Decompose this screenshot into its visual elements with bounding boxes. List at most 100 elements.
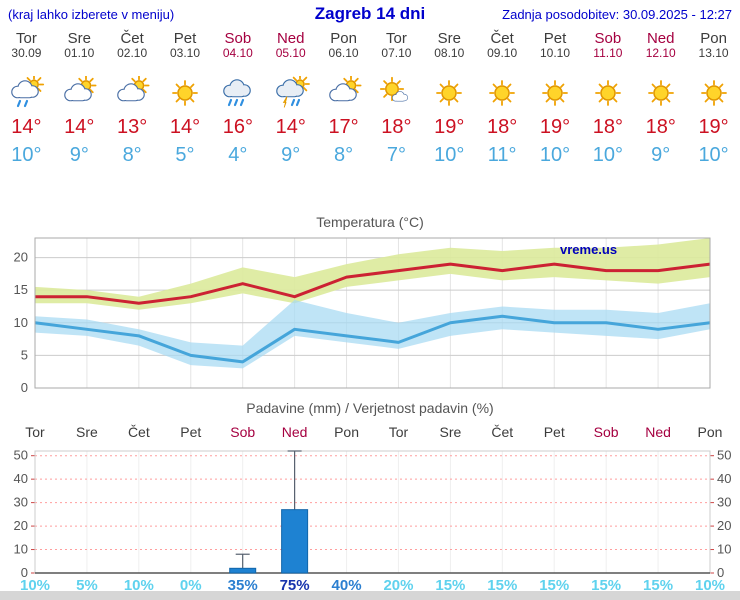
forecast-day-column[interactable]: Pet 03.10 14° 5° xyxy=(159,30,212,166)
tmin-value: 4° xyxy=(228,144,248,166)
svg-text:50: 50 xyxy=(14,448,28,463)
tmin-value: 9° xyxy=(281,144,301,166)
day-date: 03.10 xyxy=(169,46,200,60)
forecast-day-column[interactable]: Sre 08.10 19° 10° xyxy=(423,30,476,166)
day-name: Čet xyxy=(120,30,144,47)
forecast-day-column[interactable]: Ned 12.10 18° 9° xyxy=(634,30,687,166)
sun-shape xyxy=(542,80,568,106)
sunny-icon xyxy=(687,76,740,110)
day-name: Sob xyxy=(224,30,252,47)
forecast-day-column[interactable]: Sre 01.10 14° 9° xyxy=(53,30,106,166)
temperature-chart: 0 5 10 15 20 vreme.us xyxy=(14,237,711,395)
tmin-value: 10° xyxy=(434,144,465,166)
precip-day-label: Čet xyxy=(127,424,150,440)
day-date: 10.10 xyxy=(539,46,570,60)
day-name: Pon xyxy=(700,30,727,47)
forecast-day-column[interactable]: Pet 10.10 19° 10° xyxy=(529,30,582,166)
tmin-value: 10° xyxy=(539,144,571,166)
precip-day-labels: Tor Sre Čet Pet Sob Ned Pon Tor Sre Čet Pet Sob Ned P… xyxy=(0,424,740,442)
pop-value: 0% xyxy=(179,577,202,594)
precip-day-label: Ned xyxy=(645,424,671,440)
tmin-value: 9° xyxy=(651,144,671,166)
thunderstorm-icon xyxy=(264,76,317,110)
tmin-value: 10° xyxy=(592,144,623,166)
tmax-value: 18° xyxy=(592,116,623,138)
location-menu-note[interactable]: (kraj lahko izberete v meniju) xyxy=(8,7,175,22)
footer-strip xyxy=(0,591,740,600)
precip-day-label: Ned xyxy=(281,424,308,440)
forecast-day-column[interactable]: Pon 06.10 17° 8° xyxy=(317,30,370,166)
forecast-day-column[interactable]: Čet 09.10 18° 11° xyxy=(476,30,529,166)
sun-shape xyxy=(436,80,463,106)
pop-value: 15% xyxy=(539,577,570,594)
tmax-line xyxy=(35,262,711,305)
tmin-value: 5° xyxy=(175,144,195,166)
tmax-value: 19° xyxy=(698,116,729,138)
svg-text:0: 0 xyxy=(717,565,724,580)
day-name: Ned xyxy=(276,30,305,47)
day-name: Sre xyxy=(67,30,91,47)
pop-value: 10% xyxy=(694,577,726,594)
day-name: Tor xyxy=(16,30,37,47)
svg-text:40: 40 xyxy=(14,471,28,486)
forecast-day-column[interactable]: Sob 04.10 16° 4° xyxy=(211,30,264,166)
forecast-day-column[interactable]: Tor 07.10 18° 7° xyxy=(370,30,423,166)
page-title: Zagreb 14 dni xyxy=(314,4,426,23)
tmin-value: 7° xyxy=(386,144,406,166)
sunny-icon xyxy=(476,76,529,110)
tmax-value: 16° xyxy=(222,116,253,138)
day-date: 30.09 xyxy=(11,46,42,60)
forecast-day-column[interactable]: Ned 05.10 14° 9° xyxy=(264,30,317,166)
day-date: 02.10 xyxy=(117,46,148,60)
tmin-value: 11° xyxy=(487,144,517,166)
pop-value: 15% xyxy=(435,577,466,594)
pop-value: 40% xyxy=(331,577,362,594)
pop-value: 15% xyxy=(487,577,518,594)
svg-text:20: 20 xyxy=(14,250,28,265)
svg-text:20: 20 xyxy=(717,518,731,533)
day-date: 01.10 xyxy=(64,46,95,60)
partly-cloudy-icon xyxy=(317,76,370,110)
day-name: Ned xyxy=(646,30,675,47)
tmax-value: 18° xyxy=(487,116,518,138)
precip-day-label: Sob xyxy=(593,424,619,440)
tmin-line xyxy=(34,314,711,364)
svg-text:30: 30 xyxy=(14,495,28,510)
precipitation-chart: 0 0 10 10 20 20 30 30 40 40 50 50 xyxy=(14,448,732,580)
tmin-value: 8° xyxy=(122,144,142,166)
sun-shape xyxy=(594,80,621,106)
svg-text:0: 0 xyxy=(21,565,28,580)
svg-text:50: 50 xyxy=(717,448,731,463)
forecast-day-column[interactable]: Čet 02.10 13° 8° xyxy=(106,30,159,166)
mostly-sunny-icon xyxy=(370,76,423,110)
precip-day-label: Pon xyxy=(334,424,359,440)
page-header: (kraj lahko izberete v meniju) Zagreb 14… xyxy=(0,4,740,24)
pop-value: 15% xyxy=(643,577,674,594)
tmax-value: 14° xyxy=(275,116,306,138)
tmax-value: 14° xyxy=(11,116,42,138)
precip-day-label: Pon xyxy=(697,424,723,440)
day-name: Pet xyxy=(543,30,567,47)
sun-shape xyxy=(172,80,198,106)
svg-text:10: 10 xyxy=(14,315,28,330)
forecast-day-column[interactable]: Sob 11.10 18° 10° xyxy=(581,30,634,166)
pop-value: 35% xyxy=(227,577,258,594)
svg-text:10: 10 xyxy=(14,542,28,557)
partly-cloudy-icon xyxy=(106,76,159,110)
watermark: vreme.us xyxy=(560,242,617,257)
tmin-value: 9° xyxy=(69,144,89,166)
sunny-icon xyxy=(581,76,634,110)
svg-text:5: 5 xyxy=(21,347,28,362)
day-name: Pon xyxy=(330,30,357,47)
precip-probability-row: 10% 5% 10% 0% 35% 75% 40% 20% 15% 15% 15% 15% 15% 10% xyxy=(0,577,740,595)
day-date: 04.10 xyxy=(222,46,253,60)
precip-day-label: Sob xyxy=(230,424,256,440)
sunny-icon xyxy=(529,76,582,110)
precip-day-label: Pet xyxy=(180,424,202,440)
precip-day-label: Tor xyxy=(25,424,45,440)
pop-value: 5% xyxy=(76,577,98,594)
tmax-value: 17° xyxy=(328,116,359,138)
sun-shape xyxy=(700,80,727,106)
forecast-day-column[interactable]: Pon 13.10 19° 10° xyxy=(687,30,740,166)
forecast-day-column[interactable]: Tor 30.09 14° 10° xyxy=(0,30,53,166)
